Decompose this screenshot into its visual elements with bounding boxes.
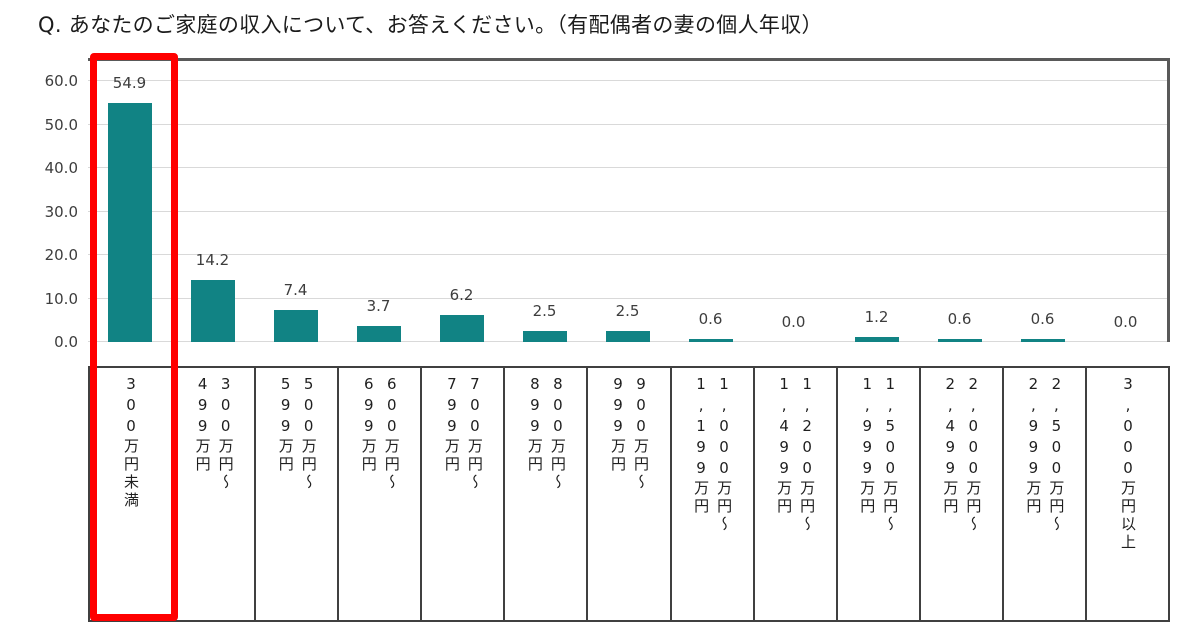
bar — [439, 315, 484, 342]
bar-value-label: 0.6 — [698, 310, 723, 329]
bar-value-label: 1.2 — [864, 307, 889, 326]
category-label: 3,000万円以上 — [1118, 375, 1137, 552]
bar — [190, 280, 235, 342]
category-cell: 1,000万円～ 1,199万円 — [672, 368, 755, 620]
bar-column: 0.6 — [918, 61, 1001, 342]
bar-value-label: 0.0 — [781, 313, 806, 331]
bar — [356, 325, 401, 342]
category-cell: 900万円～ 999万円 — [588, 368, 672, 620]
y-axis-tick-label: 10.0 — [44, 289, 78, 308]
gridline — [88, 297, 1167, 299]
category-cell: 300万円～ 499万円 — [173, 368, 257, 620]
bar — [937, 339, 982, 342]
bar-column: 0.0 — [1084, 61, 1167, 342]
bar — [522, 331, 567, 342]
category-label: 1,500万円～ 1,999万円 — [858, 375, 900, 534]
category-label: 900万円～ 999万円 — [609, 375, 650, 492]
bar-column: 54.9 — [88, 61, 171, 342]
category-label: 500万円～ 599万円 — [276, 375, 318, 492]
category-label: 600万円～ 699万円 — [359, 375, 401, 492]
category-cell: 1,200万円～ 1,499万円 — [755, 368, 838, 620]
y-axis-tick-label: 50.0 — [44, 115, 78, 134]
bar — [854, 336, 899, 342]
category-label: 300万円～ 499万円 — [193, 375, 235, 492]
y-axis-tick-label: 0.0 — [54, 333, 78, 351]
category-cell: 3,000万円以上 — [1087, 368, 1168, 620]
category-cell: 600万円～ 699万円 — [339, 368, 423, 620]
category-cell: 2,000万円～ 2,499万円 — [921, 368, 1004, 620]
gridline — [88, 123, 1167, 125]
category-cell: 700万円～ 799万円 — [422, 368, 506, 620]
bar-column: 0.6 — [669, 61, 752, 342]
y-axis-tick-label: 40.0 — [44, 159, 78, 177]
bar-column: 2.5 — [503, 61, 586, 342]
gridline — [88, 254, 1167, 255]
bar-column: 1.2 — [835, 61, 918, 342]
chart-title: Q. あなたのご家庭の収入について、お答えください。（有配偶者の妻の個人年収） — [38, 13, 823, 37]
category-label: 300万円未満 — [122, 375, 141, 510]
category-label: 1,000万円～ 1,199万円 — [692, 375, 734, 534]
bar-value-label: 54.9 — [112, 74, 147, 93]
plot-area: 54.9 14.2 7.4 3.7 6.2 2.5 2.5 0.6 0.0 1.2 0.6 0.6 0.… — [88, 58, 1170, 342]
bar-value-label: 0.6 — [1030, 310, 1055, 329]
bar-value-label: 7.4 — [283, 280, 308, 299]
bar — [688, 339, 733, 342]
bar-column: 3.7 — [337, 61, 420, 342]
bar-value-label: 2.5 — [615, 302, 640, 321]
category-cell: 1,500万円～ 1,999万円 — [838, 368, 921, 620]
category-cell: 800万円～ 899万円 — [505, 368, 589, 620]
gridline — [88, 210, 1167, 212]
bar-column: 2.5 — [586, 61, 669, 342]
category-cell: 300万円未満 — [90, 368, 174, 620]
category-label: 2,000万円～ 2,499万円 — [941, 375, 983, 534]
y-axis-tick-label: 30.0 — [44, 202, 78, 221]
category-axis-table: 300万円未満 300万円～ 499万円 500万円～ 599万円 600万円～ 69… — [88, 366, 1170, 622]
bar-value-label: 0.6 — [947, 310, 972, 329]
bar-value-label: 6.2 — [449, 286, 474, 305]
bar-column: 0.0 — [752, 61, 835, 342]
bar-column: 7.4 — [254, 61, 337, 342]
bar — [1020, 339, 1065, 342]
y-axis-tick-label: 60.0 — [44, 72, 78, 90]
category-label: 700万円～ 799万円 — [442, 375, 484, 492]
bar-column: 0.6 — [1001, 61, 1084, 342]
gridline — [88, 167, 1167, 168]
bar-value-label: 2.5 — [532, 302, 557, 321]
category-label: 800万円～ 899万円 — [525, 375, 567, 492]
category-label: 1,200万円～ 1,499万円 — [775, 375, 817, 534]
bar-value-label: 3.7 — [366, 296, 391, 315]
category-cell: 500万円～ 599万円 — [256, 368, 340, 620]
bar — [273, 309, 318, 342]
bar-column: 6.2 — [420, 61, 503, 342]
bar-value-label: 14.2 — [195, 251, 230, 270]
category-cell: 2,500万円～ 2,999万円 — [1004, 368, 1087, 620]
gridline — [88, 80, 1167, 81]
bar-value-label: 0.0 — [1113, 313, 1138, 331]
bar — [107, 103, 152, 342]
bar-column: 14.2 — [171, 61, 254, 342]
bar — [605, 331, 650, 342]
y-axis-tick-label: 20.0 — [44, 246, 78, 264]
category-label: 2,500万円～ 2,999万円 — [1024, 375, 1066, 534]
